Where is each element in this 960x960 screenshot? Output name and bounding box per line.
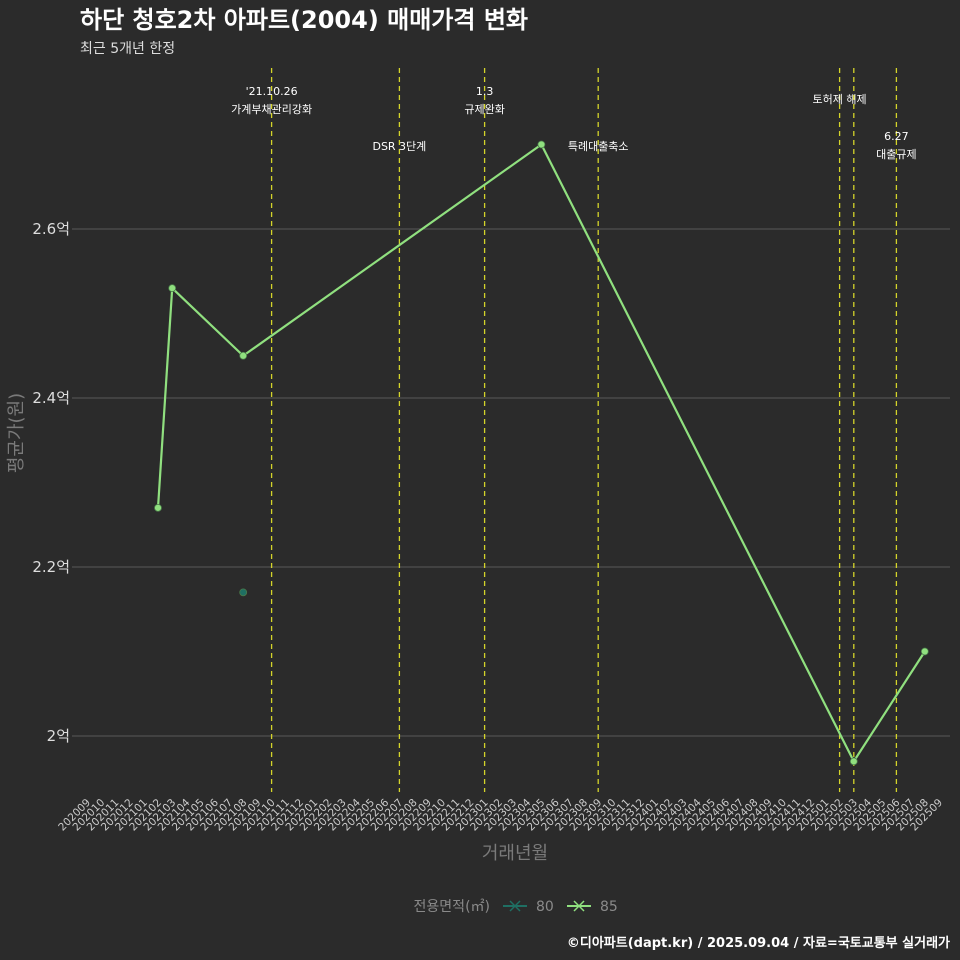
data-point-85: [849, 757, 858, 766]
legend-key-mark-80: [509, 900, 521, 912]
chart-title: 하단 청호2차 아파트(2004) 매매가격 변화: [80, 6, 528, 34]
caption: ©디아파트(dapt.kr) / 2025.09.04 / 자료=국토교통부 실…: [567, 935, 950, 951]
event-label: 가계부채관리강화: [231, 103, 312, 116]
event-label: 토허제 해제: [813, 92, 867, 106]
event-label: 규제완화: [464, 103, 504, 116]
data-point-85: [537, 140, 546, 149]
legend-title: 전용면적(㎡): [414, 899, 490, 915]
event-label: 1.3: [476, 85, 494, 98]
event-label: 대출규제: [876, 148, 916, 161]
legend-label-80: 80: [536, 899, 554, 915]
y-tick-label: 2.2억: [32, 558, 70, 576]
y-axis-label: 평균가(원): [6, 393, 27, 473]
event-label: DSR 3단계: [372, 140, 426, 153]
event-label: 6.27: [884, 130, 909, 143]
event-label: 특례대출축소: [568, 140, 629, 153]
event-label: '21.10.26: [246, 85, 298, 98]
y-tick-label: 2억: [47, 727, 70, 745]
data-point-85: [168, 284, 177, 293]
x-axis-label: 거래년월: [482, 843, 548, 864]
data-point-85: [920, 647, 929, 656]
y-axis-ticks: 2억 2.2억 2.4억 2.6억: [32, 220, 70, 745]
legend-label-85: 85: [600, 899, 618, 915]
data-point-80: [239, 588, 248, 597]
series-line-85: [156, 142, 926, 764]
legend: 전용면적(㎡) 80 85: [414, 899, 618, 915]
legend-key-mark-85: [573, 900, 585, 912]
y-tick-label: 2.4억: [32, 389, 70, 407]
chart-subtitle: 최근 5개년 한정: [80, 41, 175, 57]
grid: [72, 228, 950, 737]
data-point-85: [239, 351, 248, 360]
data-point-85: [154, 503, 162, 512]
series-layer: [154, 140, 929, 766]
y-tick-label: 2.6억: [32, 220, 70, 238]
